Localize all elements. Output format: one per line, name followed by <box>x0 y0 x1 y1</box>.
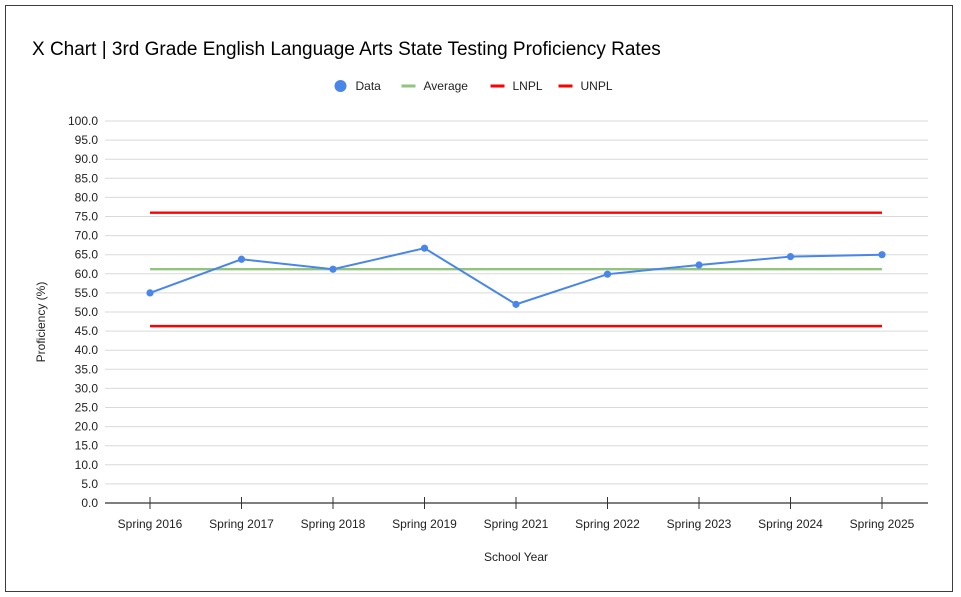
data-point <box>512 300 520 308</box>
legend-swatch-data <box>334 80 347 92</box>
data-point <box>603 270 612 278</box>
y-tick-label: 25.0 <box>75 401 99 415</box>
legend: Data Average LNPL UNPL <box>334 79 613 93</box>
x-tick-label: Spring 2017 <box>209 517 274 531</box>
legend-label-unpl: UNPL <box>581 79 613 93</box>
y-tick-label: 45.0 <box>75 324 99 338</box>
y-tick-label: 95.0 <box>75 133 99 147</box>
y-tick-label: 85.0 <box>75 171 99 185</box>
data-point <box>146 289 154 297</box>
legend-label-average: Average <box>424 79 469 93</box>
data-point <box>237 255 246 263</box>
y-tick-label: 100.0 <box>68 114 98 128</box>
y-tick-label: 75.0 <box>75 210 99 224</box>
x-axis-title: School Year <box>484 550 548 564</box>
data-point <box>695 261 703 269</box>
x-tick-label: Spring 2025 <box>850 517 915 531</box>
chart-title: X Chart | 3rd Grade English Language Art… <box>32 39 661 60</box>
chart-frame <box>5 5 953 592</box>
y-tick-label: 90.0 <box>75 152 99 166</box>
x-tick-label: Spring 2022 <box>575 517 640 531</box>
y-tick-label: 65.0 <box>75 248 99 262</box>
x-tick-label: Spring 2019 <box>392 517 457 531</box>
y-tick-label: 60.0 <box>75 267 99 281</box>
y-tick-label: 70.0 <box>75 229 99 243</box>
series-layer <box>146 211 886 328</box>
x-tick-label: Spring 2018 <box>301 517 366 531</box>
y-tick-label: 30.0 <box>75 381 99 395</box>
x-tick-label: Spring 2024 <box>758 517 823 531</box>
x-tick-label: Spring 2016 <box>118 517 183 531</box>
x-axis-ticks: Spring 2016 Spring 2017 Spring 2018 Spring … <box>105 497 928 531</box>
data-point <box>420 244 429 252</box>
y-tick-label: 55.0 <box>75 286 99 300</box>
x-tick-label: Spring 2023 <box>667 517 732 531</box>
legend-label-data: Data <box>356 79 382 93</box>
data-point <box>878 251 886 259</box>
y-tick-label: 5.0 <box>81 477 98 491</box>
y-tick-label: 40.0 <box>75 343 99 357</box>
x-tick-label: Spring 2021 <box>484 517 549 531</box>
y-tick-label: 80.0 <box>75 190 99 204</box>
y-tick-label: 50.0 <box>75 305 99 319</box>
data-point <box>329 265 337 273</box>
data-point <box>786 253 795 261</box>
legend-label-lnpl: LNPL <box>513 79 543 93</box>
y-tick-label: 0.0 <box>81 496 98 510</box>
series-line-data <box>149 247 883 306</box>
y-axis-ticks: 0.0 5.0 10.0 15.0 20.0 25.0 30.0 35.0 40.0 45.0 50… <box>68 114 98 510</box>
y-tick-label: 20.0 <box>75 420 99 434</box>
gridlines <box>105 120 928 485</box>
y-tick-label: 15.0 <box>75 439 99 453</box>
y-tick-label: 10.0 <box>75 458 99 472</box>
y-tick-label: 35.0 <box>75 362 99 376</box>
y-axis-title: Proficiency (%) <box>34 282 48 363</box>
